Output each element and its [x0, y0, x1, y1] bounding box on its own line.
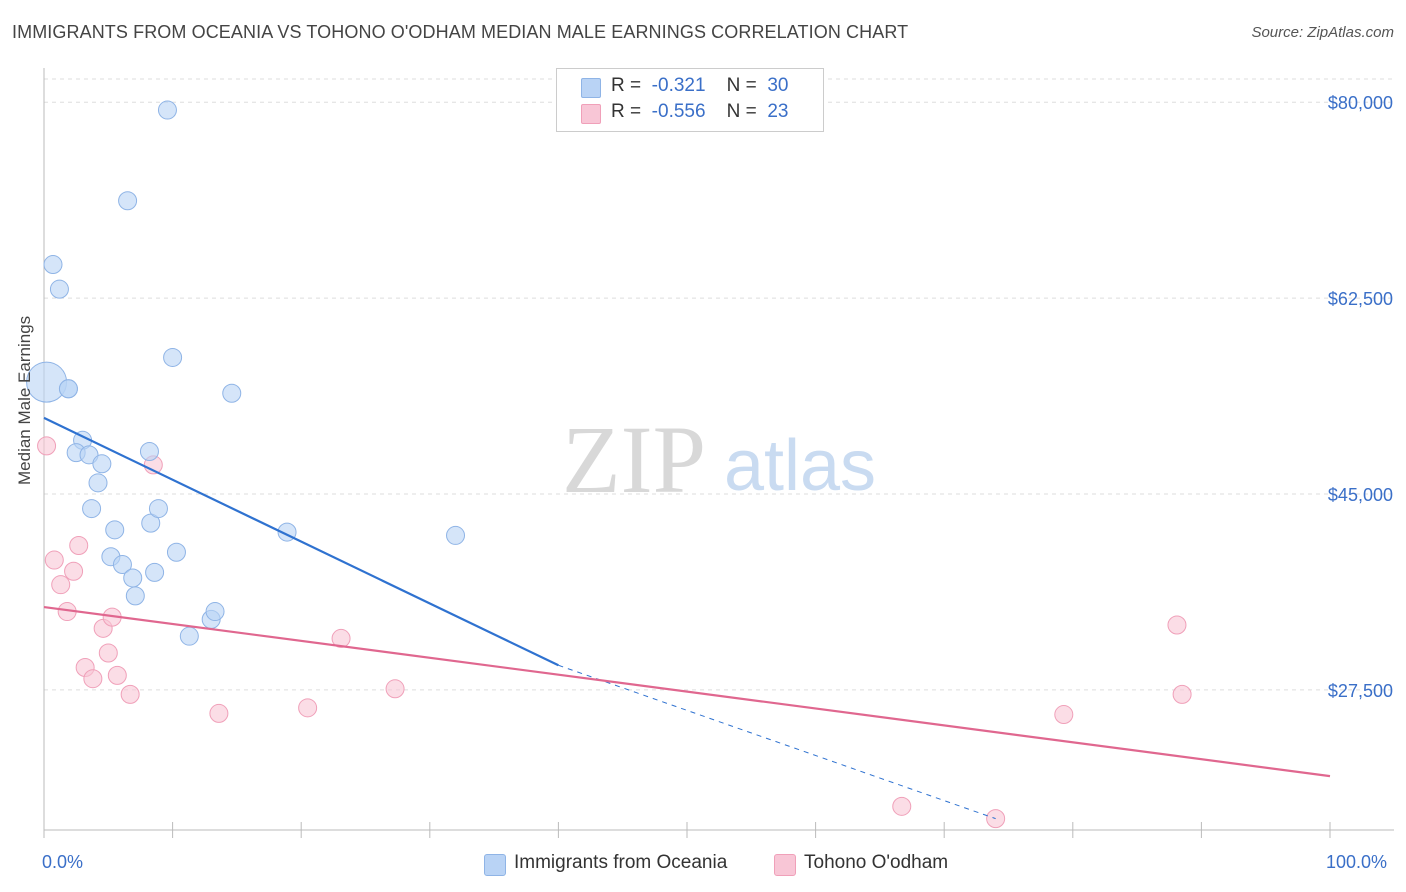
legend-swatch-pink: [774, 854, 796, 876]
tohono-point: [44, 550, 64, 570]
source-label: Source: ZipAtlas.com: [1251, 24, 1394, 41]
oceania-point: [123, 568, 143, 588]
oceania-point: [58, 379, 78, 399]
oceania-point: [43, 255, 63, 275]
legend-r-value: -0.556: [651, 101, 706, 122]
oceania-points: [26, 100, 466, 646]
oceania-point: [125, 586, 145, 606]
oceania-trend-extension: [558, 664, 996, 820]
oceania-point: [92, 454, 112, 474]
tohono-point: [385, 679, 405, 699]
oceania-point: [179, 626, 199, 646]
y-axis-label: Median Male Earnings: [15, 315, 34, 485]
trend-lines: [43, 416, 1331, 820]
grid-lines: [44, 78, 1394, 691]
tohono-point: [892, 796, 912, 816]
tohono-point: [64, 561, 84, 581]
legend-label: Immigrants from Oceania: [514, 852, 728, 873]
tohono-point: [120, 684, 140, 704]
tohono-point: [1167, 615, 1187, 635]
x-tick-min: 0.0%: [42, 852, 84, 872]
watermark-zip: ZIP: [562, 406, 706, 513]
tohono-point: [298, 698, 318, 718]
tohono-trend-line: [43, 605, 1331, 778]
watermark-atlas: atlas: [724, 426, 876, 506]
y-tick-label: $80,000: [1328, 93, 1393, 113]
tohono-point: [331, 628, 351, 648]
oceania-point: [112, 555, 132, 575]
legend-label: Tohono O'odham: [804, 852, 949, 873]
oceania-trend-line: [43, 416, 559, 667]
series-legend: Immigrants from Oceania Tohono O'odham: [0, 852, 1406, 878]
oceania-point: [82, 499, 102, 519]
legend-r-label: R =: [611, 75, 642, 96]
legend-swatch-blue: [581, 78, 601, 98]
tohono-point: [69, 536, 89, 556]
oceania-point: [446, 525, 466, 545]
tohono-points: [37, 436, 1192, 829]
legend-n-value: 30: [767, 75, 789, 96]
y-tick-label: $27,500: [1328, 681, 1393, 701]
tohono-point: [37, 436, 57, 456]
legend-swatch-pink: [581, 104, 601, 124]
tohono-point: [107, 665, 127, 685]
legend-r-value: -0.321: [651, 75, 706, 96]
stats-legend: R = -0.321 N = 30 R = -0.556 N = 23: [556, 68, 824, 132]
y-tick-label: $62,500: [1328, 289, 1393, 309]
oceania-point: [166, 542, 186, 562]
chart-title: IMMIGRANTS FROM OCEANIA VS TOHONO O'ODHA…: [12, 22, 909, 42]
legend-r-label: R =: [611, 101, 642, 122]
tohono-point: [83, 669, 103, 689]
oceania-point: [49, 279, 69, 299]
legend-n-label: N =: [726, 75, 757, 96]
oceania-point: [139, 441, 159, 461]
x-tick-max: 100.0%: [1326, 852, 1388, 872]
axes: [43, 68, 1394, 838]
y-tick-label: $45,000: [1328, 485, 1393, 505]
y-tick-labels: $27,500 $45,000 $62,500 $80,000: [1328, 93, 1393, 701]
oceania-point: [148, 499, 168, 519]
oceania-point: [118, 191, 138, 211]
oceania-point: [145, 562, 165, 582]
oceania-point: [205, 602, 225, 622]
legend-swatch-blue: [484, 854, 506, 876]
legend-n-value: 23: [767, 101, 789, 122]
oceania-point: [88, 473, 108, 493]
tohono-point: [98, 643, 118, 663]
oceania-point: [141, 513, 161, 533]
legend-n-label: N =: [726, 101, 757, 122]
oceania-point: [222, 383, 242, 403]
tohono-point: [1172, 684, 1192, 704]
oceania-point: [157, 100, 177, 120]
oceania-point: [105, 520, 125, 540]
tohono-point: [1054, 705, 1074, 725]
tohono-point: [209, 703, 229, 723]
oceania-point: [163, 347, 183, 367]
tohono-point: [51, 575, 71, 595]
